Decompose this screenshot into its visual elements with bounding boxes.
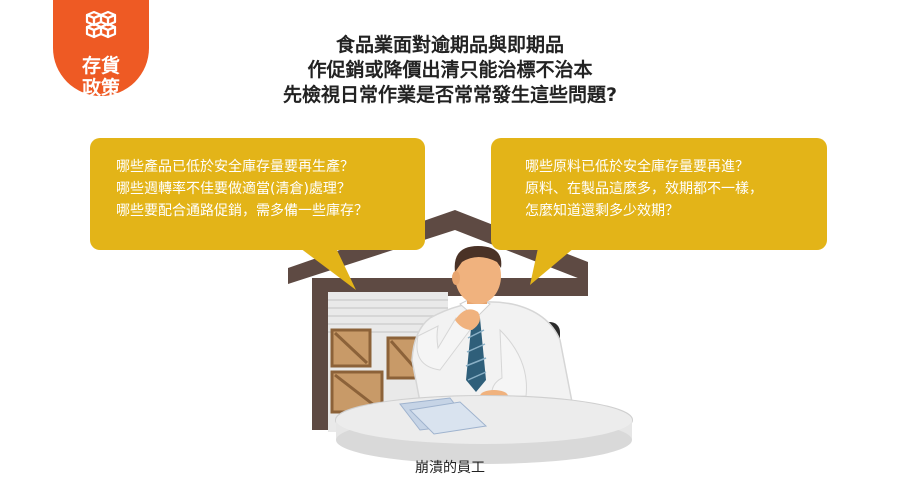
speech-bubble-right: 哪些原料已低於安全庫存量要再進？ 原料、在製品這麼多，效期都不一樣， 怎麼知道還… (491, 138, 827, 250)
badge-title-line2: 政策 (81, 77, 120, 99)
illustration-caption: 崩潰的員工 (415, 460, 485, 476)
title-line-2: 作促銷或降價出清只能治標不治本 (307, 59, 593, 81)
brand-badge: 存貨 政策 (53, 0, 149, 99)
bubble-left-line-2: 哪些週轉率不佳要做適當(清倉)處理？ (116, 181, 351, 197)
title-line-3: 先檢視日常作業是否常常發生這些問題? (282, 84, 618, 106)
bubble-right-line-1: 哪些原料已低於安全庫存量要再進？ (525, 159, 749, 175)
speech-bubble-left: 哪些產品已低於安全庫存量要再生產？ 哪些週轉率不佳要做適當(清倉)處理？ 哪些要… (90, 138, 425, 250)
bubble-right-line-2: 原料、在製品這麼多，效期都不一樣， (525, 181, 763, 197)
title-line-1: 食品業面對逾期品與即期品 (335, 34, 564, 56)
worker-illustration (411, 246, 573, 403)
bubble-right-tail (530, 248, 574, 285)
table-illustration (335, 395, 633, 464)
boxes-icon (85, 10, 117, 39)
badge-title-line1: 存貨 (81, 55, 120, 77)
bubble-left-tail (300, 248, 356, 290)
bubble-right-line-3: 怎麼知道還剩多少效期？ (525, 203, 679, 219)
bubble-left-line-3: 哪些要配合通路促銷，需多備一些庫存？ (116, 203, 368, 219)
page-title: 食品業面對逾期品與即期品 作促銷或降價出清只能治標不治本 先檢視日常作業是否常常… (220, 33, 680, 108)
bubble-left-line-1: 哪些產品已低於安全庫存量要再生產？ (116, 159, 354, 175)
